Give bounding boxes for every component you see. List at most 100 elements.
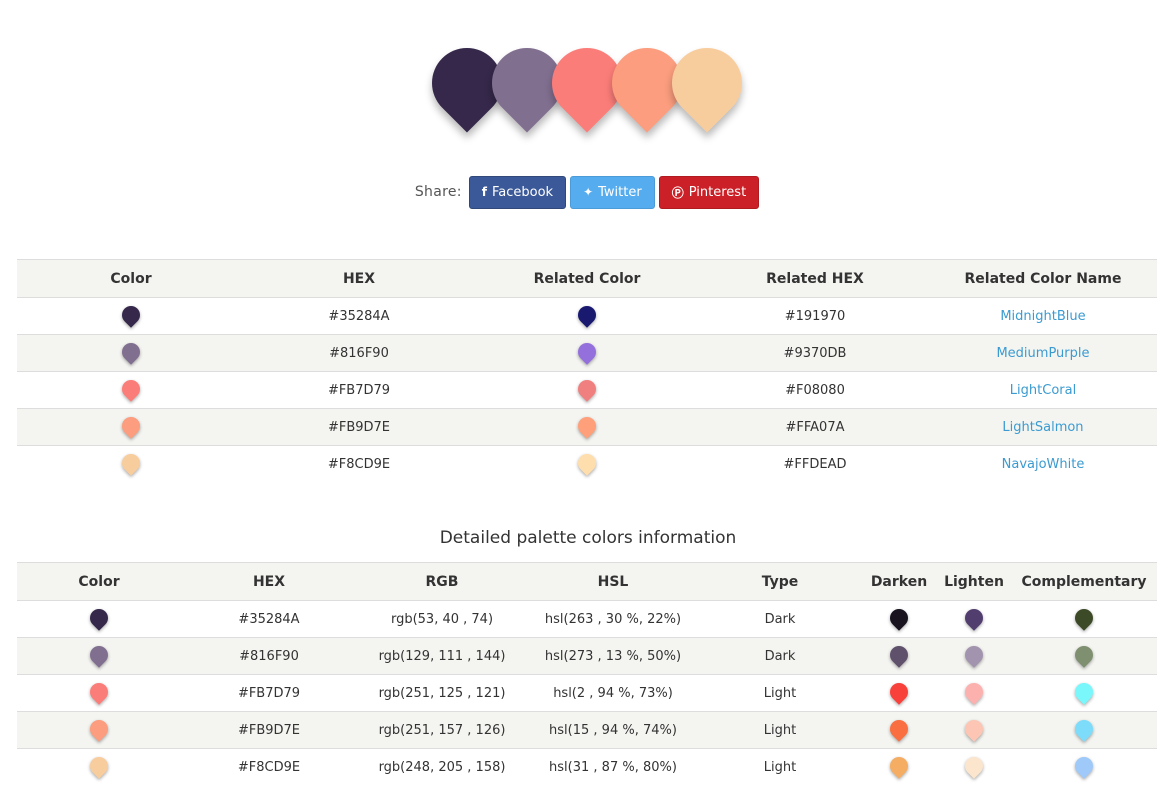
darken-cell <box>861 600 937 638</box>
facebook-label: Facebook <box>491 184 554 200</box>
table-row: #FB7D79 rgb(251, 125 , 121) hsl(2 , 94 %, … <box>17 674 1157 712</box>
table-row: #816F90 rgb(129, 111 , 144) hsl(273 , 13 %… <box>17 637 1157 675</box>
complementary-swatch[interactable] <box>1071 605 1097 631</box>
twitter-share-button[interactable]: ✦ Twitter <box>570 175 655 209</box>
color-swatch[interactable] <box>86 679 112 705</box>
col-header-color: Color <box>17 259 245 298</box>
palette-drops <box>0 33 1176 140</box>
related-hex-cell: #9370DB <box>701 334 929 372</box>
darken-cell <box>861 748 937 785</box>
col-header-type: Type <box>699 562 861 601</box>
lighten-swatch[interactable] <box>961 716 987 742</box>
darken-swatch[interactable] <box>886 642 912 668</box>
rgb-cell: rgb(251, 157 , 126) <box>357 711 527 749</box>
related-color-swatch[interactable] <box>574 339 600 365</box>
related-color-swatch[interactable] <box>574 450 600 476</box>
related-name-cell: NavajoWhite <box>929 445 1157 482</box>
related-color-name-link[interactable]: MediumPurple <box>996 345 1090 361</box>
related-color-cell <box>473 408 701 446</box>
darken-swatch[interactable] <box>886 605 912 631</box>
type-cell: Light <box>699 674 861 712</box>
related-name-cell: MediumPurple <box>929 334 1157 372</box>
lighten-swatch[interactable] <box>961 679 987 705</box>
hex-cell: #FB7D79 <box>181 674 357 712</box>
pinterest-share-button[interactable]: Ⓟ Pinterest <box>658 175 760 209</box>
details-header-row: Color HEX RGB HSL Type Darken Lighten Co… <box>17 562 1157 601</box>
complementary-swatch[interactable] <box>1071 679 1097 705</box>
related-hex-cell: #FFA07A <box>701 408 929 446</box>
color-cell <box>17 371 245 409</box>
pinterest-label: Pinterest <box>688 184 747 200</box>
color-cell <box>17 297 245 335</box>
related-hex-cell: #191970 <box>701 297 929 335</box>
lighten-swatch[interactable] <box>961 605 987 631</box>
color-swatch[interactable] <box>86 716 112 742</box>
complementary-cell <box>1011 748 1157 785</box>
related-header-row: Color HEX Related Color Related HEX Rela… <box>17 259 1157 298</box>
details-title: Detailed palette colors information <box>439 528 737 548</box>
lighten-cell <box>937 637 1011 675</box>
related-name-cell: LightSalmon <box>929 408 1157 446</box>
hsl-cell: hsl(31 , 87 %, 80%) <box>527 748 699 785</box>
lighten-cell <box>937 748 1011 785</box>
hex-cell: #FB9D7E <box>181 711 357 749</box>
pinterest-icon: Ⓟ <box>671 185 684 200</box>
hex-cell: #FB9D7E <box>245 408 473 446</box>
color-cell <box>17 334 245 372</box>
color-swatch[interactable] <box>118 413 144 439</box>
related-name-cell: LightCoral <box>929 371 1157 409</box>
lighten-cell <box>937 674 1011 712</box>
color-cell <box>17 445 245 482</box>
rgb-cell: rgb(129, 111 , 144) <box>357 637 527 675</box>
facebook-icon: f <box>481 185 487 199</box>
hsl-cell: hsl(15 , 94 %, 74%) <box>527 711 699 749</box>
table-row: #F8CD9E rgb(248, 205 , 158) hsl(31 , 87 %,… <box>17 748 1157 785</box>
complementary-swatch[interactable] <box>1071 642 1097 668</box>
lighten-swatch[interactable] <box>961 753 987 779</box>
hex-cell: #35284A <box>245 297 473 335</box>
lighten-cell <box>937 600 1011 638</box>
related-color-name-link[interactable]: NavajoWhite <box>1001 456 1085 472</box>
col-header-related-hex: Related HEX <box>701 259 929 298</box>
color-swatch[interactable] <box>118 339 144 365</box>
darken-swatch[interactable] <box>886 679 912 705</box>
color-swatch[interactable] <box>86 753 112 779</box>
color-cell <box>17 748 181 785</box>
related-color-name-link[interactable]: MidnightBlue <box>1000 308 1086 324</box>
color-swatch[interactable] <box>86 605 112 631</box>
related-color-name-link[interactable]: LightSalmon <box>1002 419 1084 435</box>
complementary-swatch[interactable] <box>1071 716 1097 742</box>
hex-cell: #F8CD9E <box>181 748 357 785</box>
palette-drop[interactable] <box>657 33 757 133</box>
col-header-hsl: HSL <box>527 562 699 601</box>
complementary-cell <box>1011 711 1157 749</box>
color-cell <box>17 637 181 675</box>
related-color-swatch[interactable] <box>574 413 600 439</box>
col-header-related-name: Related Color Name <box>929 259 1157 298</box>
col-header-hex: HEX <box>181 562 357 601</box>
color-swatch[interactable] <box>118 302 144 328</box>
color-swatch[interactable] <box>118 376 144 402</box>
related-colors-table: Color HEX Related Color Related HEX Rela… <box>17 259 1157 482</box>
related-color-swatch[interactable] <box>574 302 600 328</box>
color-swatch[interactable] <box>118 450 144 476</box>
related-color-name-link[interactable]: LightCoral <box>1009 382 1077 398</box>
darken-swatch[interactable] <box>886 716 912 742</box>
hsl-cell: hsl(2 , 94 %, 73%) <box>527 674 699 712</box>
type-cell: Dark <box>699 600 861 638</box>
related-color-swatch[interactable] <box>574 376 600 402</box>
color-swatch[interactable] <box>86 642 112 668</box>
facebook-share-button[interactable]: f Facebook <box>468 175 567 209</box>
details-table: Color HEX RGB HSL Type Darken Lighten Co… <box>17 562 1157 785</box>
darken-swatch[interactable] <box>886 753 912 779</box>
type-cell: Light <box>699 711 861 749</box>
lighten-swatch[interactable] <box>961 642 987 668</box>
col-header-rgb: RGB <box>357 562 527 601</box>
share-label: Share: <box>414 184 462 200</box>
complementary-swatch[interactable] <box>1071 753 1097 779</box>
color-cell <box>17 408 245 446</box>
related-color-cell <box>473 445 701 482</box>
complementary-cell <box>1011 600 1157 638</box>
col-header-lighten: Lighten <box>937 562 1011 601</box>
hex-cell: #816F90 <box>245 334 473 372</box>
